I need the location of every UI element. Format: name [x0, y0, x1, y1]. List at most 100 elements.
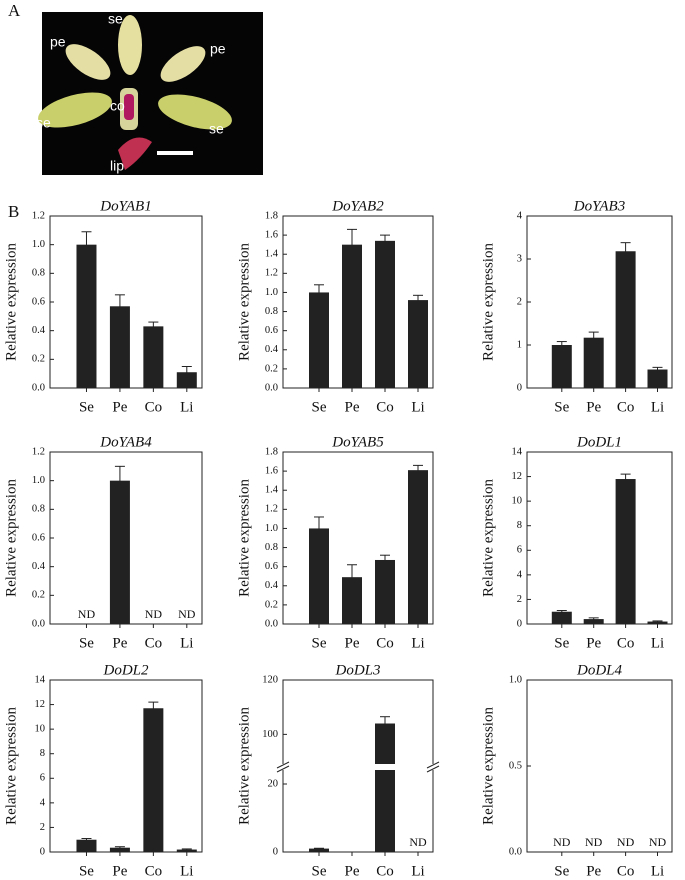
y-tick-label: 1: [517, 339, 522, 350]
y-tick-label: 0.4: [265, 580, 279, 591]
y-tick-label: 0.6: [265, 325, 278, 336]
axis-break: [427, 764, 439, 770]
x-tick-label: Co: [376, 863, 394, 879]
x-tick-label: Co: [617, 863, 635, 879]
y-tick-label: 1.4: [265, 249, 279, 260]
photo-label: pe: [210, 41, 226, 57]
y-tick-label: 0.8: [32, 504, 45, 515]
bar: [342, 577, 362, 624]
axis-break: [426, 761, 440, 769]
bar: [583, 619, 604, 624]
y-tick-label: 0.0: [265, 618, 278, 629]
y-tick-label: 6: [40, 773, 45, 784]
chart-title: DoYAB1: [99, 198, 151, 214]
x-tick-label: Pe: [112, 863, 127, 879]
y-tick-label: 0.2: [32, 590, 45, 601]
y-axis-label: Relative expression: [236, 707, 252, 825]
x-tick-label: Pe: [586, 635, 601, 651]
y-tick-label: 6: [517, 545, 522, 556]
y-tick-label: 0: [517, 618, 522, 629]
bar: [109, 306, 130, 388]
y-tick-label: 20: [268, 778, 279, 789]
chart-title: DoYAB5: [331, 434, 384, 450]
bar: [76, 244, 97, 388]
y-tick-label: 1.0: [32, 475, 45, 486]
chart-title: DoDL4: [576, 662, 623, 678]
x-tick-label: Pe: [345, 863, 360, 879]
y-tick-label: 1.2: [265, 268, 278, 279]
value-label: ND: [649, 835, 667, 849]
y-axis-label: Relative expression: [3, 243, 19, 361]
value-label: ND: [585, 835, 603, 849]
bar: [309, 848, 329, 852]
y-axis-label: Relative expression: [3, 707, 19, 825]
y-tick-label: 1.2: [265, 504, 278, 515]
axis-break: [426, 765, 440, 773]
y-tick-label: 1.6: [265, 230, 278, 241]
y-tick-label: 4: [517, 210, 523, 221]
y-tick-label: 1.0: [265, 523, 278, 534]
y-tick-label: 8: [517, 520, 522, 531]
y-tick-label: 0.8: [265, 306, 278, 317]
bar: [551, 611, 572, 624]
chart-title: DoDL2: [102, 662, 149, 678]
photo-label: lip: [110, 158, 124, 174]
chart-title: DoYAB4: [99, 434, 152, 450]
y-tick-label: 120: [262, 674, 278, 685]
bar: [143, 708, 164, 852]
x-tick-label: Pe: [345, 399, 360, 415]
x-tick-label: Co: [145, 399, 163, 415]
photo: se pe pe co se se lip: [36, 11, 263, 175]
y-axis-label: Relative expression: [236, 243, 252, 361]
y-tick-label: 0: [40, 846, 45, 857]
y-tick-label: 10: [512, 496, 523, 507]
y-tick-label: 8: [40, 748, 45, 759]
x-tick-label: Se: [554, 635, 569, 651]
y-tick-label: 1.0: [32, 239, 45, 250]
bar: [583, 337, 604, 388]
axis-break: [276, 761, 290, 769]
panel-label: B: [8, 202, 19, 221]
y-tick-label: 0.8: [265, 542, 278, 553]
value-label: ND: [617, 835, 635, 849]
x-tick-label: Se: [79, 863, 94, 879]
y-axis-label: Relative expression: [3, 479, 19, 597]
x-tick-label: Li: [411, 863, 424, 879]
y-axis-label: Relative expression: [480, 243, 496, 361]
x-tick-label: Co: [617, 635, 635, 651]
y-axis-label: Relative expression: [480, 479, 496, 597]
bar: [408, 300, 428, 388]
bar: [143, 326, 164, 388]
bar: [109, 480, 130, 624]
panel-label: A: [8, 1, 21, 20]
x-tick-label: Se: [554, 863, 569, 879]
value-label: ND: [409, 835, 427, 849]
value-label: ND: [178, 607, 196, 621]
y-tick-label: 1.2: [32, 446, 45, 457]
y-tick-label: 0.2: [265, 599, 278, 610]
y-tick-label: 1.0: [265, 287, 278, 298]
x-tick-label: Pe: [112, 399, 127, 415]
y-tick-label: 4: [40, 797, 46, 808]
x-tick-label: Li: [180, 635, 193, 651]
photo-label: pe: [50, 34, 66, 50]
photo-label: co: [110, 98, 125, 114]
y-tick-label: 100: [262, 729, 278, 740]
y-tick-label: 0.0: [509, 846, 522, 857]
bar: [176, 372, 197, 388]
y-tick-label: 1.2: [32, 210, 45, 221]
y-tick-label: 0.6: [32, 532, 45, 543]
y-tick-label: 3: [517, 253, 522, 264]
break-gap: [373, 764, 397, 770]
y-tick-label: 1.0: [509, 674, 522, 685]
value-label: ND: [553, 835, 571, 849]
y-tick-label: 0.8: [32, 268, 45, 279]
x-tick-label: Se: [79, 635, 94, 651]
plot-frame: [526, 679, 673, 853]
photo-label: se: [209, 121, 224, 137]
y-tick-label: 12: [512, 471, 523, 482]
x-tick-label: Co: [145, 635, 163, 651]
x-tick-label: Li: [411, 399, 424, 415]
y-tick-label: 0: [517, 382, 522, 393]
x-tick-label: Se: [312, 863, 327, 879]
